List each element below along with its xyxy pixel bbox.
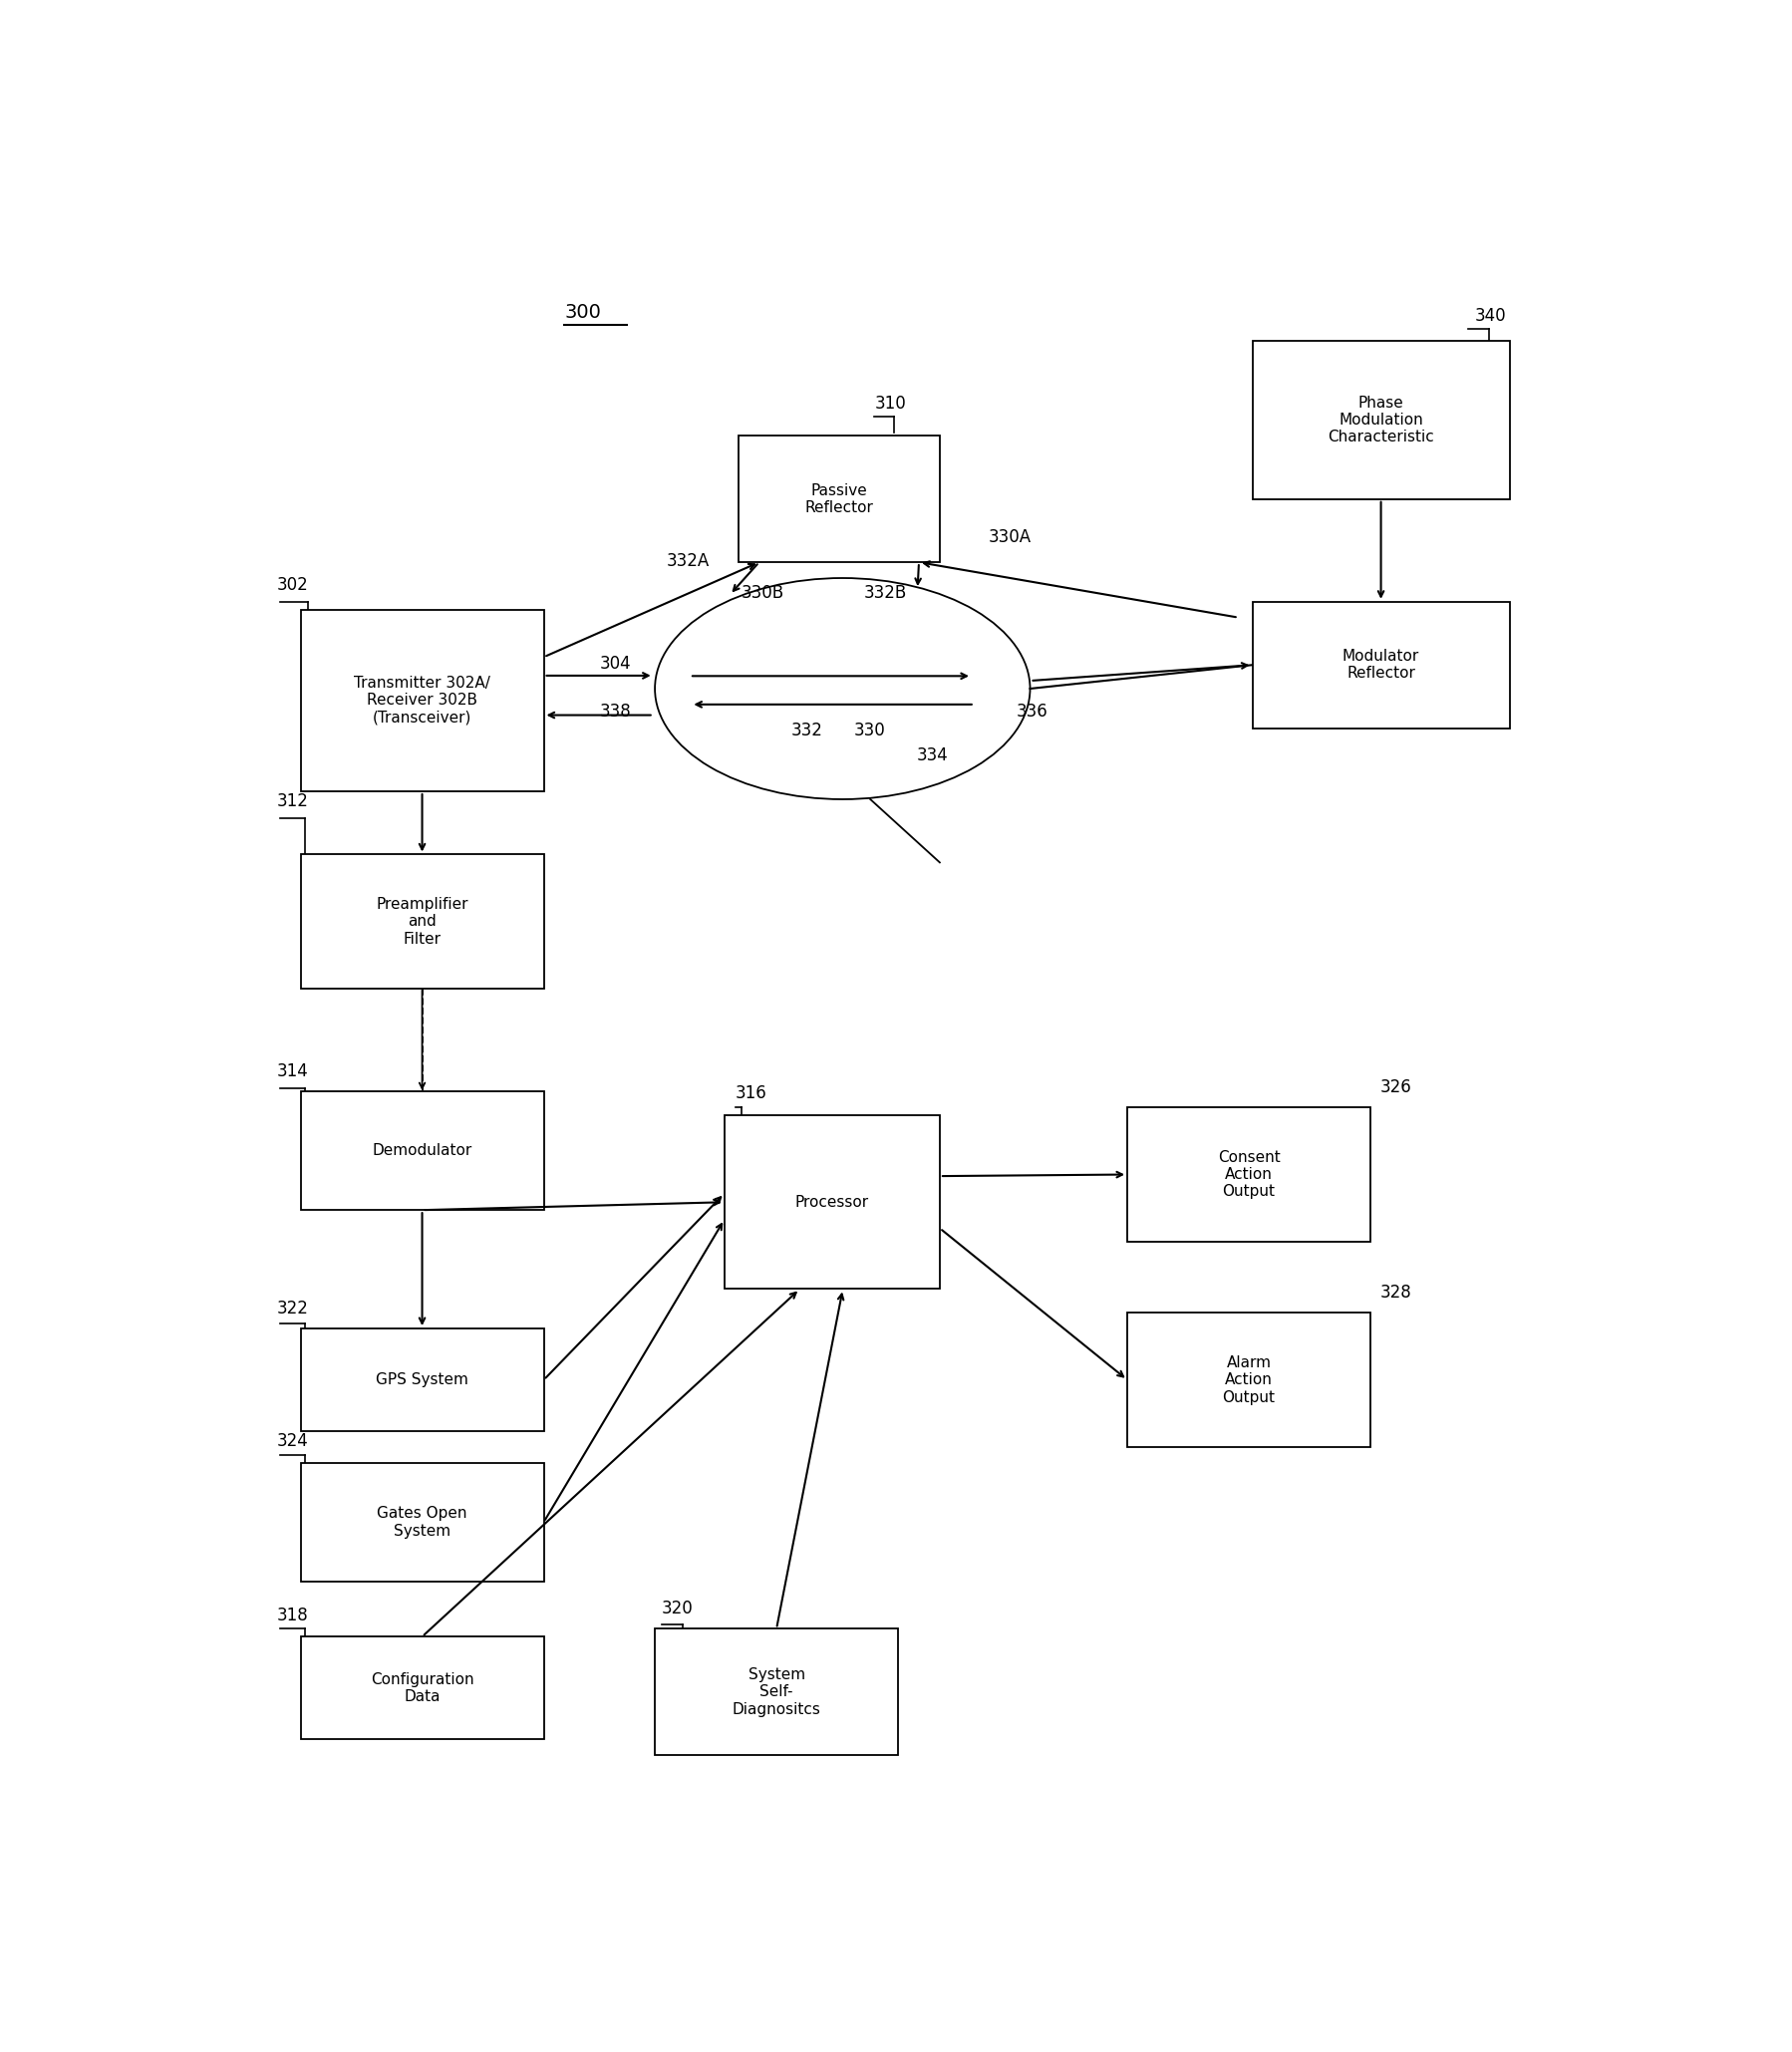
Text: Passive
Reflector: Passive Reflector [805, 482, 873, 515]
Text: 304: 304 [599, 655, 631, 673]
Text: 314: 314 [276, 1063, 308, 1081]
Text: 300: 300 [564, 304, 600, 322]
Text: Modulator
Reflector: Modulator Reflector [1342, 648, 1419, 681]
FancyBboxPatch shape [1253, 341, 1509, 499]
Text: 310: 310 [874, 394, 905, 412]
Text: Configuration
Data: Configuration Data [371, 1672, 473, 1703]
Text: 340: 340 [1475, 308, 1505, 324]
Text: 336: 336 [1016, 702, 1047, 720]
FancyBboxPatch shape [1127, 1108, 1369, 1241]
Text: System
Self-
Diagnositcs: System Self- Diagnositcs [731, 1666, 821, 1718]
Text: 330A: 330A [987, 529, 1030, 546]
FancyBboxPatch shape [654, 1629, 898, 1754]
Text: 332: 332 [790, 720, 823, 739]
Text: 302: 302 [276, 577, 308, 593]
Text: 320: 320 [661, 1601, 694, 1617]
FancyBboxPatch shape [1253, 601, 1509, 728]
Text: Gates Open
System: Gates Open System [376, 1506, 468, 1539]
Text: Consent
Action
Output: Consent Action Output [1217, 1149, 1279, 1198]
Text: 332A: 332A [665, 552, 708, 570]
Text: Phase
Modulation
Characteristic: Phase Modulation Characteristic [1328, 396, 1434, 445]
FancyBboxPatch shape [301, 1463, 543, 1582]
FancyBboxPatch shape [301, 1328, 543, 1432]
Text: Preamplifier
and
Filter: Preamplifier and Filter [376, 897, 468, 946]
FancyBboxPatch shape [301, 1637, 543, 1740]
Text: 312: 312 [276, 792, 308, 811]
Text: 332B: 332B [864, 585, 907, 601]
Text: 334: 334 [916, 747, 948, 765]
FancyBboxPatch shape [1127, 1313, 1369, 1447]
FancyBboxPatch shape [738, 435, 939, 562]
Text: 328: 328 [1380, 1285, 1410, 1301]
Text: 308: 308 [1475, 611, 1505, 628]
Text: 318: 318 [276, 1607, 308, 1623]
Text: 316: 316 [735, 1086, 767, 1102]
Text: GPS System: GPS System [376, 1373, 468, 1387]
Text: Demodulator: Demodulator [373, 1143, 471, 1157]
FancyBboxPatch shape [301, 609, 543, 792]
Text: Processor: Processor [794, 1194, 869, 1209]
Text: 330: 330 [853, 720, 885, 739]
Text: Alarm
Action
Output: Alarm Action Output [1222, 1354, 1274, 1406]
FancyBboxPatch shape [301, 1092, 543, 1211]
Text: 338: 338 [599, 702, 631, 720]
FancyBboxPatch shape [301, 854, 543, 989]
Text: 322: 322 [276, 1299, 308, 1317]
Text: 330B: 330B [740, 585, 783, 601]
FancyBboxPatch shape [724, 1116, 939, 1289]
Text: 324: 324 [276, 1432, 308, 1451]
Text: Transmitter 302A/
Receiver 302B
(Transceiver): Transmitter 302A/ Receiver 302B (Transce… [353, 675, 489, 724]
Ellipse shape [654, 579, 1030, 798]
Text: 326: 326 [1380, 1079, 1410, 1096]
